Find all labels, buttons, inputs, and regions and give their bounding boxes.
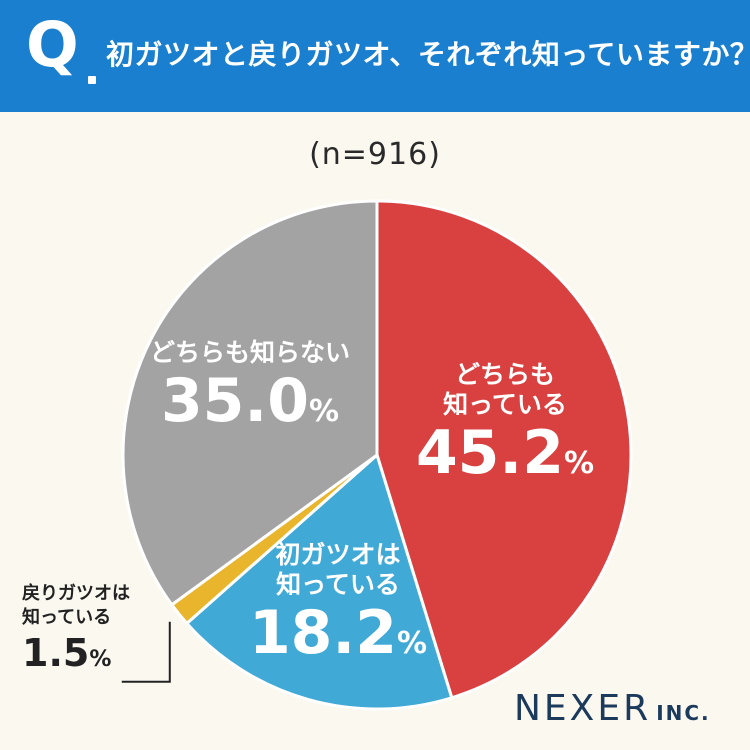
leader-line-modori-known xyxy=(121,621,171,683)
label-both-known-line1: どちらも xyxy=(454,360,555,389)
label-neither-line1: どちらも知らない xyxy=(149,338,350,367)
logo-inc: INC. xyxy=(656,701,711,725)
label-both-known-pct: % xyxy=(563,446,595,481)
slice-neither xyxy=(121,199,379,607)
label-hatsu-known-line2: 知っている xyxy=(276,570,400,599)
label-both-known-line2: 知っている xyxy=(443,390,567,419)
question-title: 初ガツオと戻りガツオ、それぞれ知っていますか？ xyxy=(106,38,750,71)
label-neither-pct: % xyxy=(308,394,340,429)
label-modori-known-pct: % xyxy=(89,647,112,672)
logo-main: NEXER xyxy=(514,688,652,729)
label-neither: どちらも知らない 35.0% xyxy=(120,338,380,434)
label-both-known: どちらも 知っている 45.2% xyxy=(410,360,600,486)
label-neither-value: 35.0 xyxy=(160,366,309,436)
slice-hatsu-known xyxy=(184,452,454,711)
nexer-logo: NEXER INC. xyxy=(514,688,711,729)
label-both-known-value: 45.2 xyxy=(415,418,564,488)
label-modori-known-line2: 知っている xyxy=(22,607,112,628)
label-hatsu-known-value: 18.2 xyxy=(248,598,397,668)
q-dot-decoration xyxy=(88,76,96,84)
q-mark: Q xyxy=(26,8,79,81)
label-modori-known: 戻りガツオは 知っている 1.5% xyxy=(22,582,130,676)
slice-both-known xyxy=(375,199,633,700)
label-hatsu-known-pct: % xyxy=(396,626,428,661)
header-bar: Q 初ガツオと戻りガツオ、それぞれ知っていますか？ xyxy=(0,0,750,112)
label-hatsu-known: 初ガツオは 知っている 18.2% xyxy=(248,540,428,666)
label-hatsu-known-line1: 初ガツオは xyxy=(275,540,401,569)
label-modori-known-line1: 戻りガツオは xyxy=(22,583,130,604)
sample-size: (n=916) xyxy=(309,137,441,172)
label-modori-known-value: 1.5 xyxy=(22,631,90,675)
